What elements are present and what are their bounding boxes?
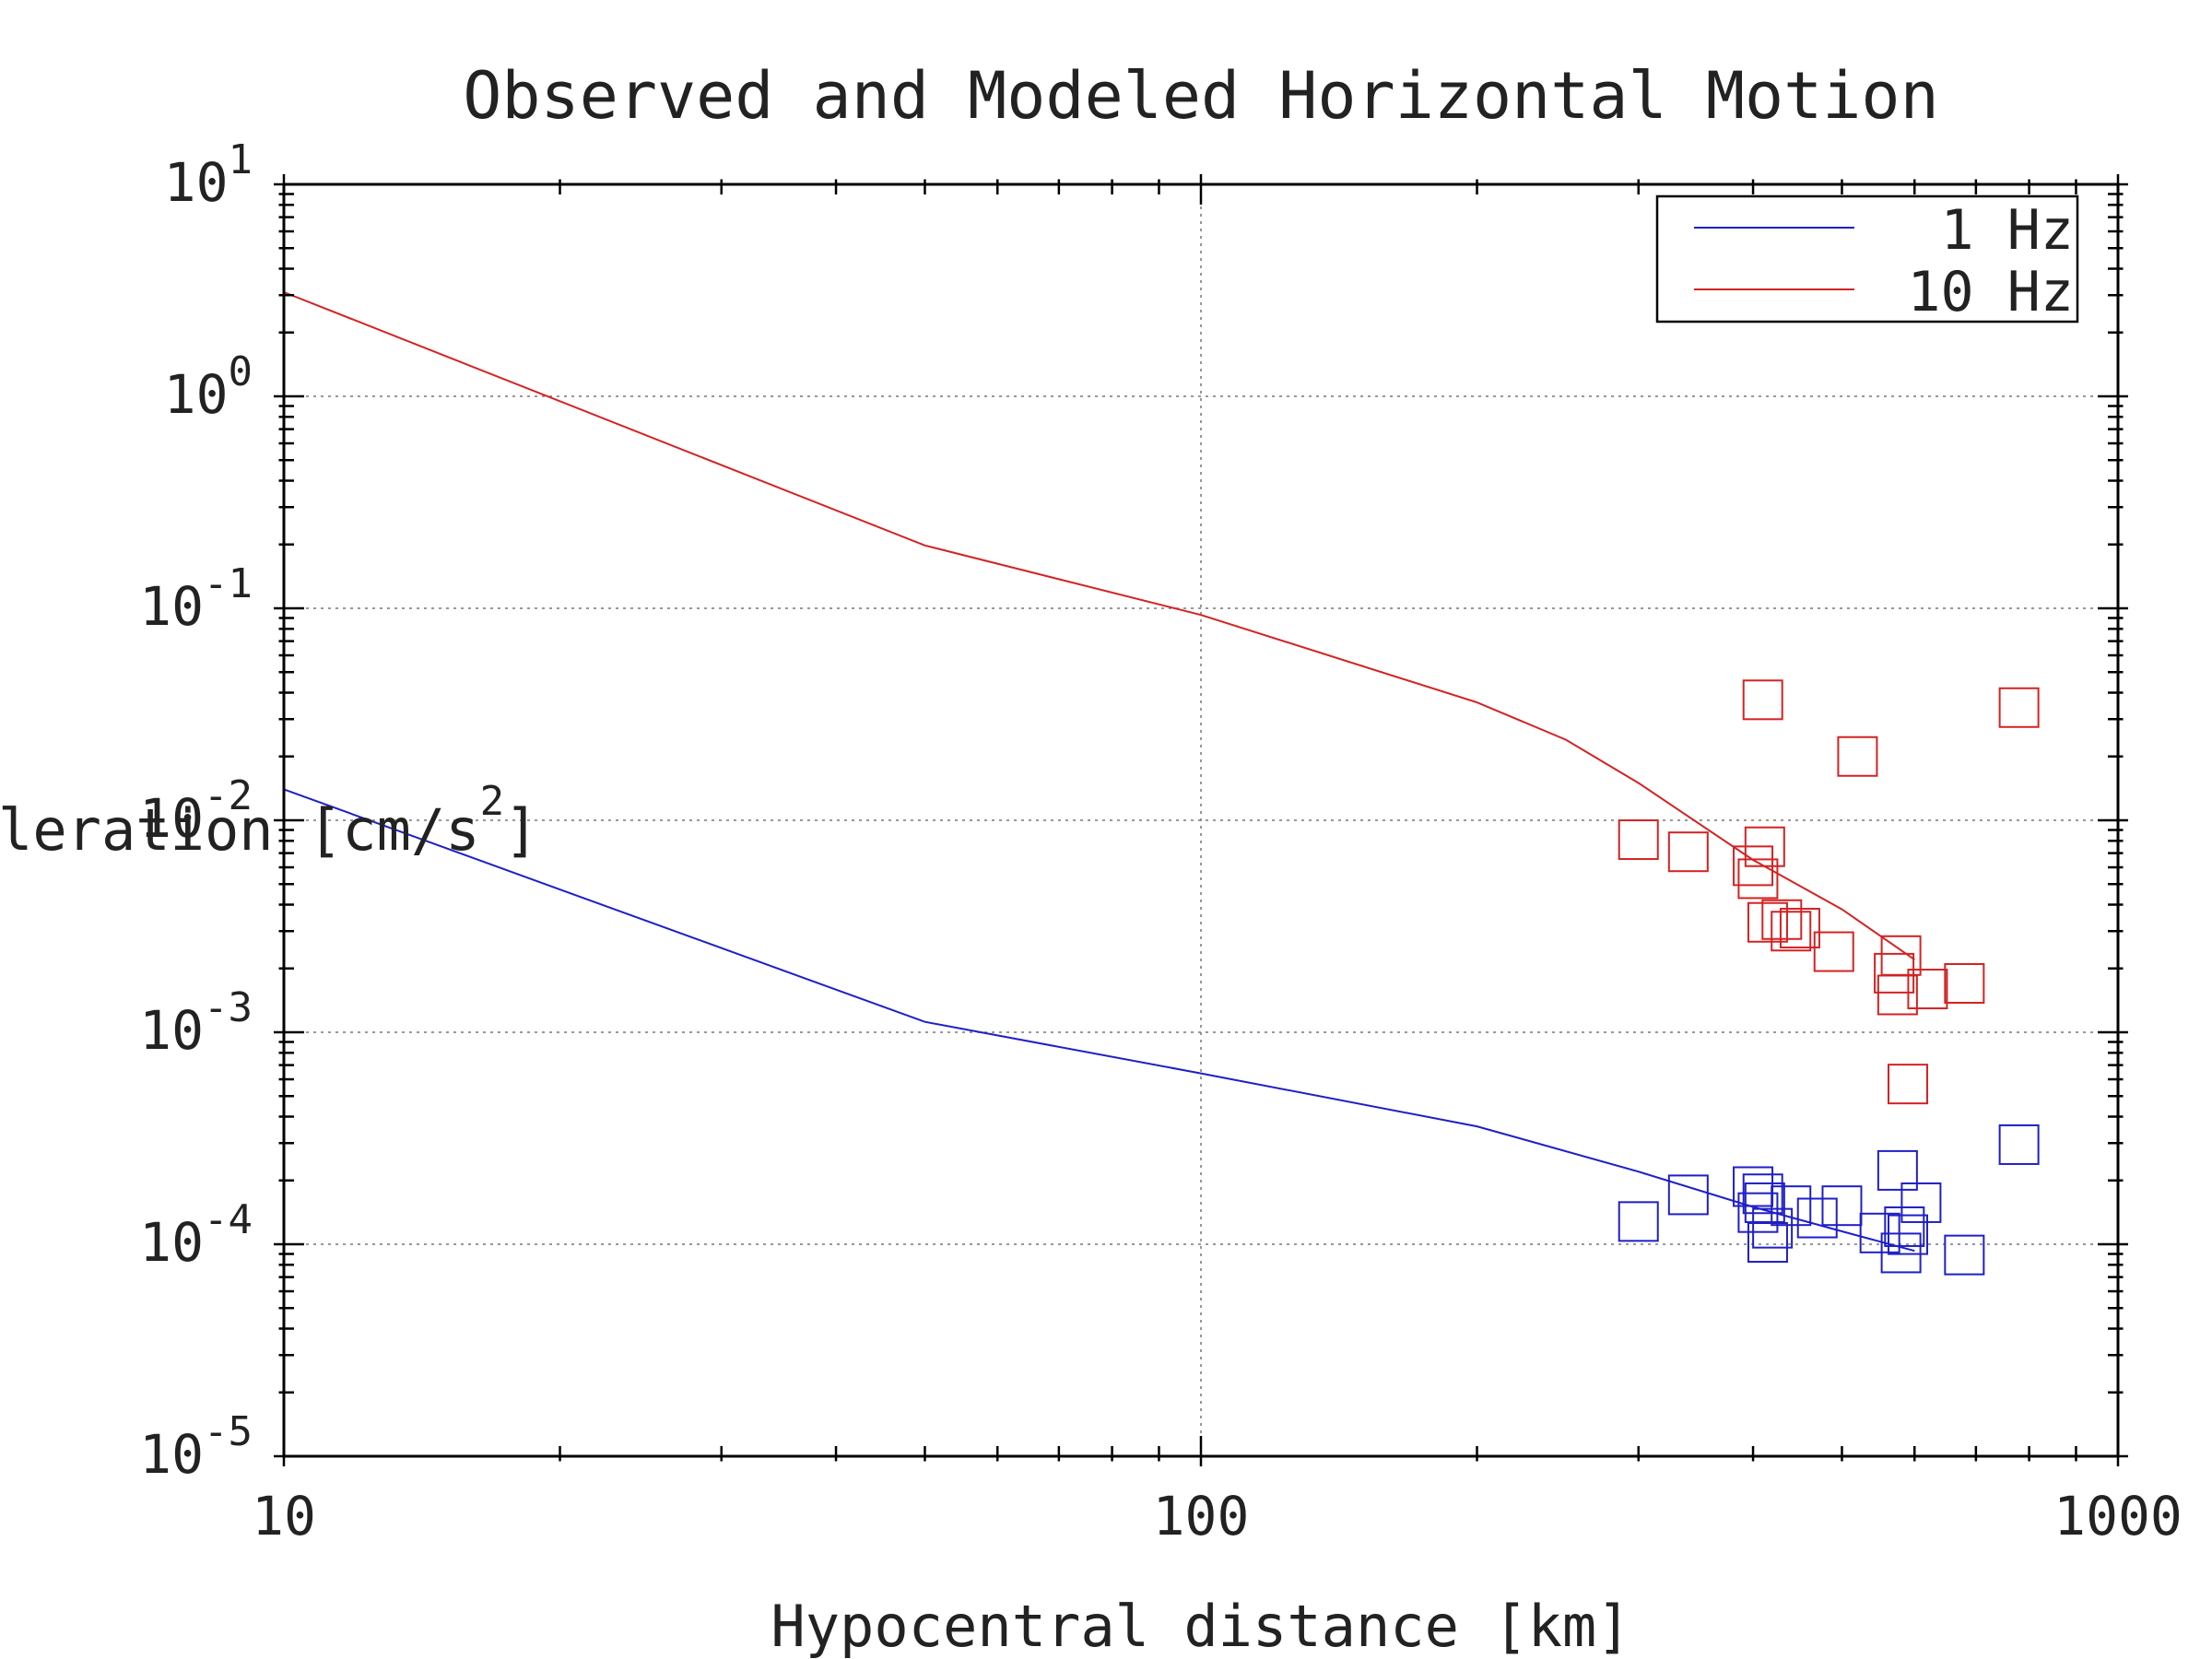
observed-point-1hz [1821, 1185, 1863, 1227]
observed-point-10hz [1887, 1064, 1928, 1105]
grid-lines [284, 184, 2118, 1456]
observed-point-10hz [1907, 969, 1948, 1010]
y-tick-label: 10-1 [139, 560, 253, 638]
y-tick-label: 10-3 [139, 984, 253, 1062]
model-line-1hz [283, 788, 1915, 1253]
observed-point-10hz [1880, 935, 1922, 976]
y-axis-label: leration [cm/s2] [0, 778, 538, 864]
observed-point-10hz [1744, 826, 1785, 867]
legend-label-1hz: 1 Hz [1941, 198, 2075, 263]
x-tick-label: 1000 [2053, 1485, 2183, 1547]
y-tick-label-base: 10 [139, 1423, 204, 1486]
y-tick-label-base: 10 [139, 575, 204, 638]
y-axis-label-close: ] [504, 796, 538, 864]
y-tick-label-base: 10 [139, 999, 204, 1062]
series-1hz [283, 788, 2040, 1276]
y-tick-label-exp: -1 [204, 560, 253, 607]
x-tick-label: 10 [252, 1485, 316, 1547]
series-10hz [283, 291, 2040, 1105]
y-tick-label-exp: -4 [204, 1196, 253, 1243]
observed-point-10hz [1618, 819, 1659, 861]
observed-point-1hz [1944, 1234, 1985, 1276]
x-axis-label: Hypocentral distance [km] [771, 1593, 1630, 1659]
observed-point-10hz [1771, 911, 1812, 952]
y-tick-label: 10-5 [139, 1408, 253, 1486]
y-tick-label-exp: -3 [204, 984, 253, 1031]
y-tick-label-exp: -5 [204, 1408, 253, 1455]
y-tick-label-base: 10 [164, 363, 229, 426]
observed-point-10hz [1813, 931, 1854, 972]
observed-point-1hz [1742, 1173, 1783, 1215]
plot-frame [282, 182, 2120, 1458]
observed-point-10hz [1747, 901, 1788, 943]
legend-box [1655, 194, 2079, 324]
observed-point-1hz [1667, 1174, 1709, 1216]
y-tick-label: 100 [164, 348, 253, 426]
legend-label-10hz: 10 Hz [1907, 260, 2074, 324]
observed-point-1hz [1880, 1232, 1922, 1274]
legend: 1 Hz 10 Hz [1655, 194, 2079, 324]
observed-point-1hz [1884, 1206, 1925, 1247]
observed-point-10hz [1761, 899, 1803, 940]
observed-point-10hz [1742, 679, 1783, 721]
y-tick-label: 10-2 [139, 772, 253, 850]
observed-point-1hz [1747, 1222, 1788, 1264]
series-layer [283, 291, 2040, 1276]
observed-point-10hz [1737, 858, 1779, 900]
y-axis-label-sup: 2 [480, 778, 505, 825]
y-tick-label: 101 [164, 136, 253, 214]
y-tick-label-base: 10 [164, 151, 229, 214]
observed-point-10hz [1874, 952, 1915, 994]
x-tick-label: 100 [1153, 1485, 1250, 1547]
y-axis-label-text: leration [cm/s [0, 796, 480, 864]
observed-point-1hz [1887, 1214, 1928, 1255]
observed-point-10hz [1779, 907, 1820, 948]
observed-point-1hz [1998, 1124, 2040, 1165]
observed-point-10hz [1998, 687, 2040, 728]
chart-title: Observed and Modeled Horizontal Motion [463, 58, 1938, 134]
y-tick-label-base: 10 [139, 787, 204, 850]
y-tick-label: 10-4 [139, 1196, 253, 1274]
observed-point-1hz [1900, 1182, 1942, 1223]
observed-point-1hz [1877, 1149, 1918, 1191]
observed-point-1hz [1796, 1197, 1838, 1239]
observed-point-10hz [1944, 962, 1985, 1004]
observed-point-1hz [1771, 1185, 1812, 1227]
model-line-10hz [283, 291, 1915, 961]
y-tick-label-exp: -2 [204, 772, 253, 819]
observed-point-1hz [1618, 1201, 1659, 1242]
observed-point-10hz [1837, 735, 1878, 777]
observed-point-10hz [1667, 831, 1709, 873]
y-tick-label-exp: 0 [229, 348, 253, 395]
observed-point-1hz [1744, 1182, 1785, 1223]
y-tick-label-base: 10 [139, 1211, 204, 1274]
y-tick-label-exp: 1 [229, 136, 253, 183]
